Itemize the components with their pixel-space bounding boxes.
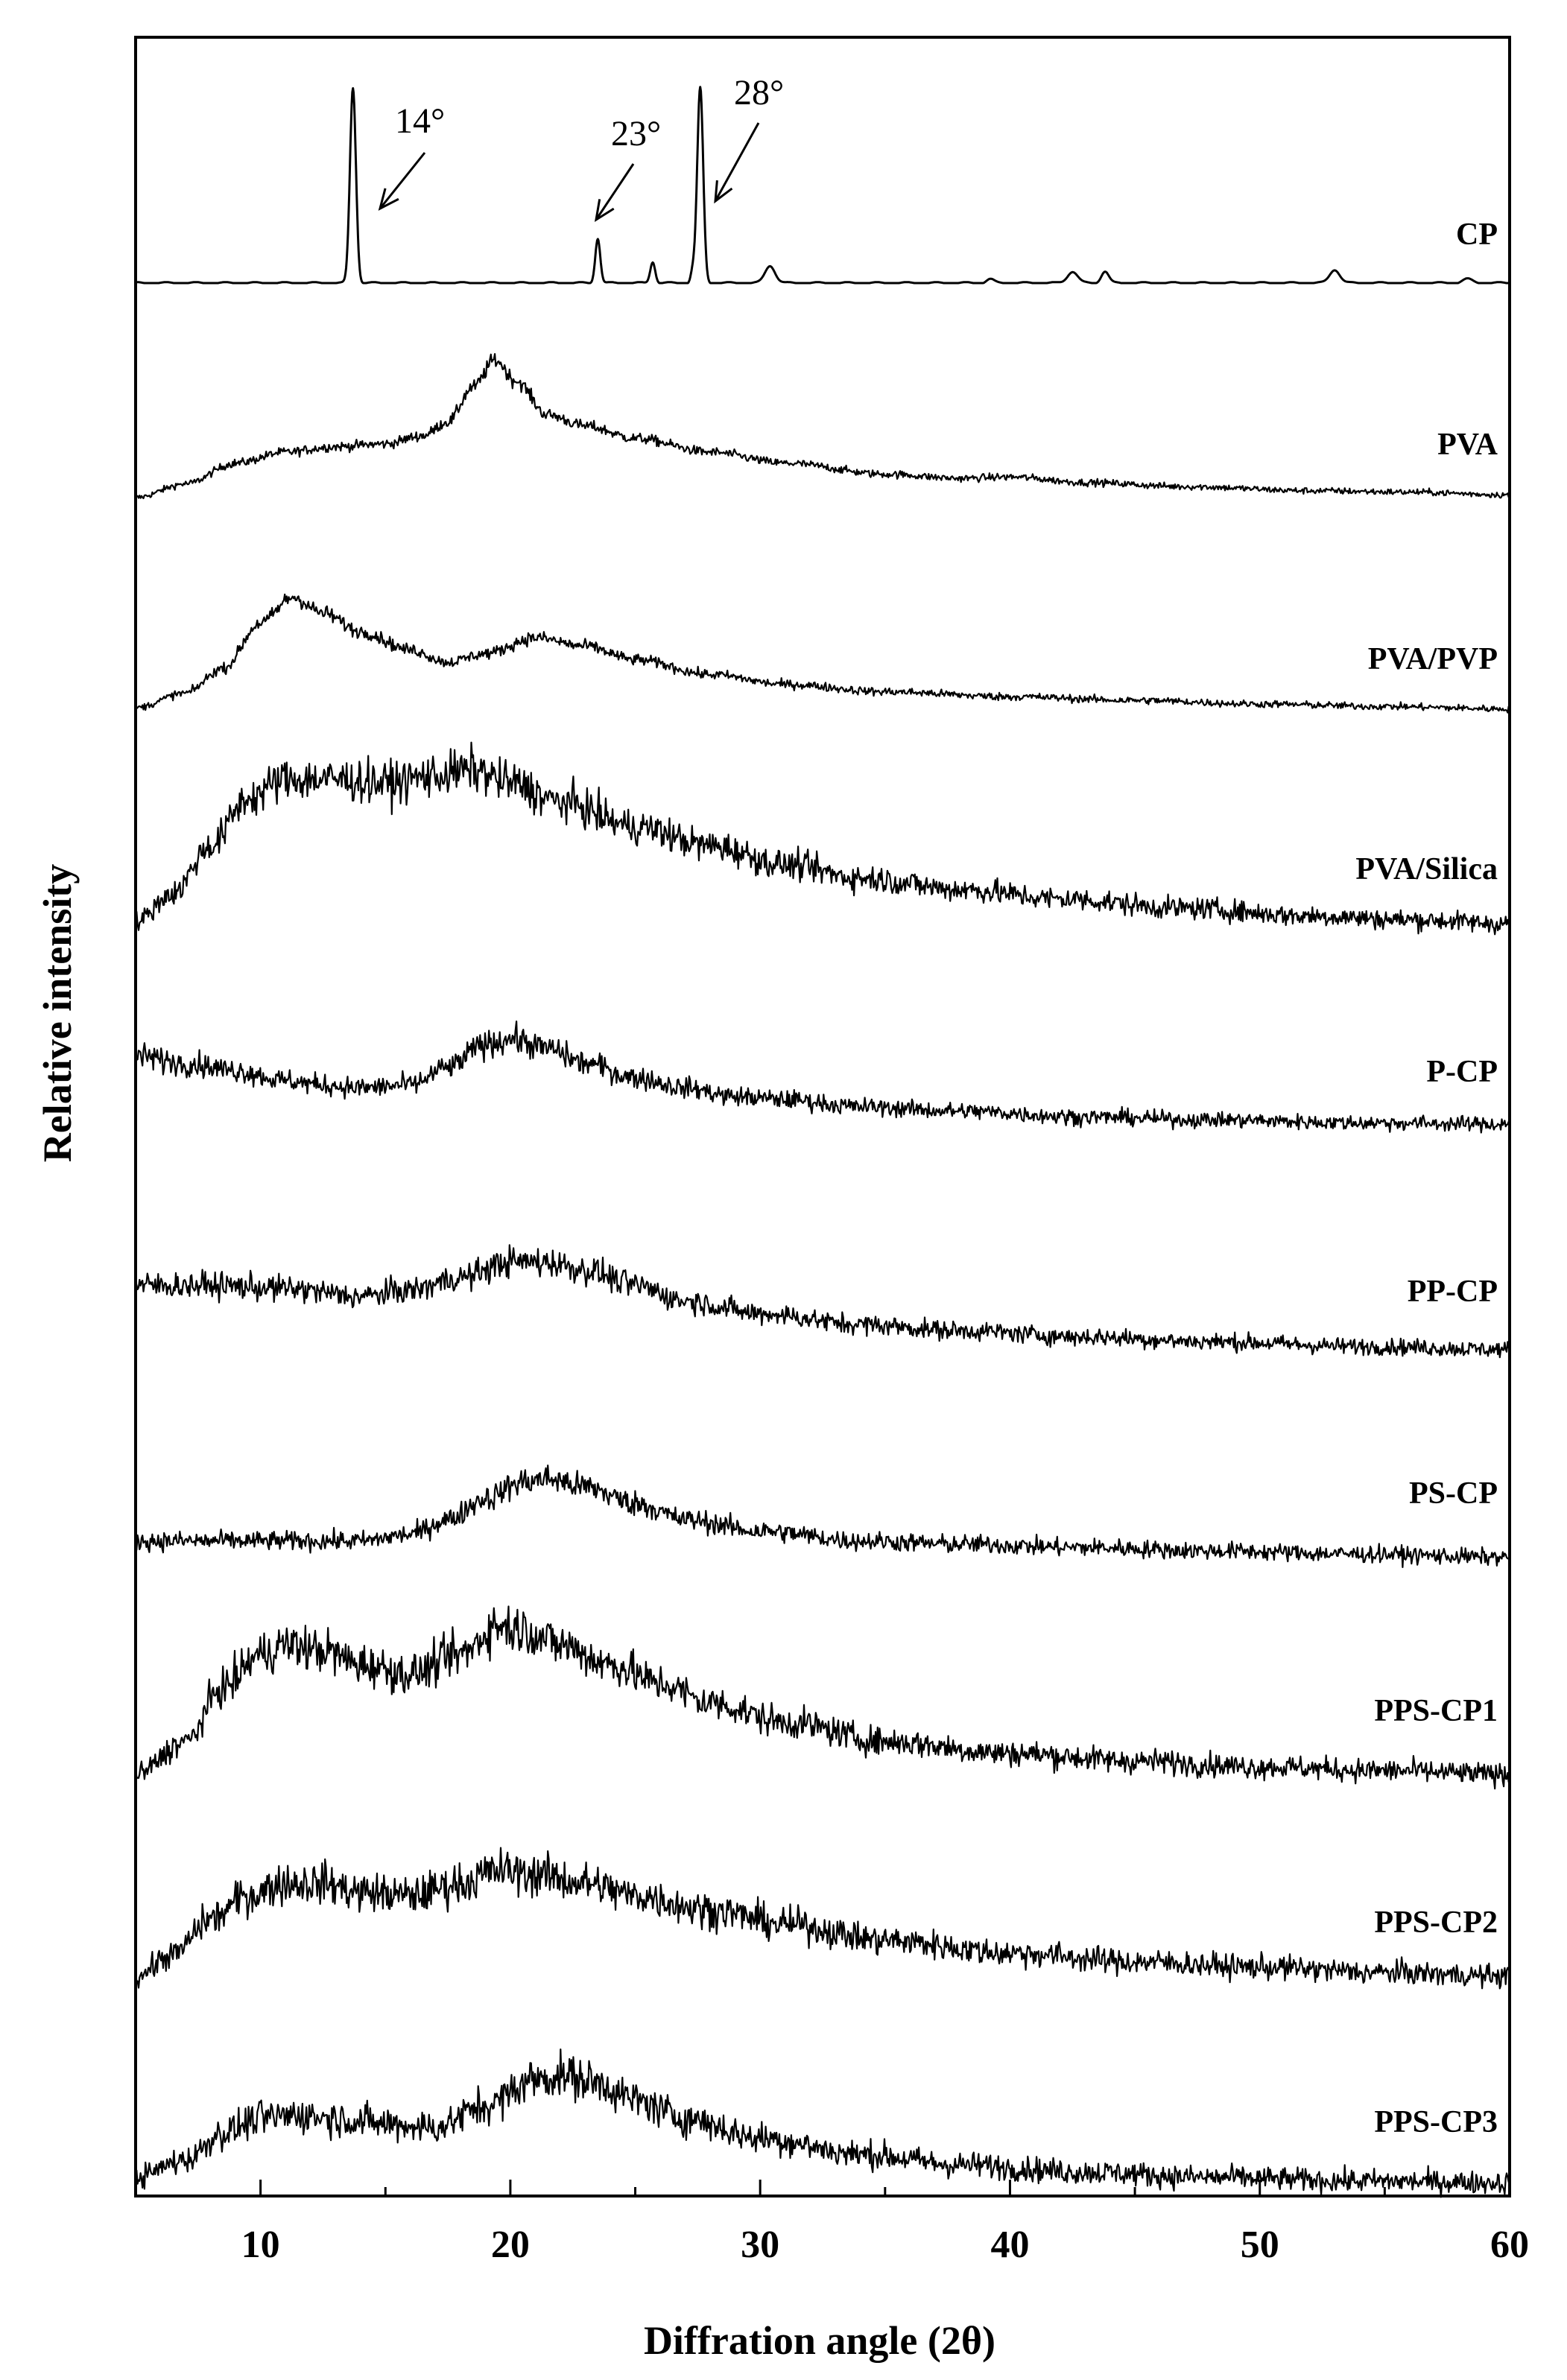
series-line-pps-cp2 xyxy=(134,1847,1511,1990)
series-label-pps-cp2: PPS-CP2 xyxy=(1374,1905,1498,1940)
series-label-pva-pvp: PVA/PVP xyxy=(1368,642,1498,676)
peak-arrow-head xyxy=(594,199,615,223)
x-axis-title: Diffration angle (2θ) xyxy=(644,2318,995,2363)
series-group xyxy=(134,86,1511,2198)
series-line-pp-cp xyxy=(134,1244,1510,1359)
x-tick-label: 30 xyxy=(741,2224,779,2266)
peak-arrow-shaft xyxy=(379,152,426,209)
x-tick-label: 50 xyxy=(1241,2224,1279,2266)
x-tick-label: 20 xyxy=(491,2224,530,2266)
plot-frame xyxy=(134,36,1511,2197)
peak-arrow-head xyxy=(378,188,399,211)
series-label-pva-silica: PVA/Silica xyxy=(1355,852,1498,886)
y-axis-title: Relative intensity xyxy=(35,864,80,1162)
peak-annotation-14: 14° xyxy=(395,101,445,141)
annotation-group: 14° 23° 28° xyxy=(378,73,784,223)
series-line-cp xyxy=(135,86,1510,285)
series-line-pva-pvp xyxy=(135,593,1511,714)
series-label-ps-cp: PS-CP xyxy=(1409,1476,1498,1511)
axis-group: 10 20 30 40 50 60 Diffration angle (2θ) Relativ… xyxy=(35,864,1529,2363)
peak-annotation-28: 28° xyxy=(734,73,784,112)
series-label-pps-cp3: PPS-CP3 xyxy=(1374,2105,1498,2139)
x-tick-label: 40 xyxy=(990,2224,1029,2266)
series-label-pva: PVA xyxy=(1437,428,1498,462)
series-line-p-cp xyxy=(134,1021,1511,1134)
peak-arrow-shaft xyxy=(595,163,635,220)
plot-area xyxy=(134,36,1511,2197)
series-line-pva-silica xyxy=(134,741,1511,936)
series-label-pp-cp: PP-CP xyxy=(1408,1275,1498,1309)
peak-arrow-head xyxy=(714,180,733,204)
series-line-pps-cp3 xyxy=(134,2049,1511,2198)
series-label-pps-cp1: PPS-CP1 xyxy=(1374,1694,1498,1728)
x-tick-label: 10 xyxy=(241,2224,280,2266)
series-label-group: CP PVA PVA/PVP PVA/Silica P-CP PP-CP PS-CP PPS-… xyxy=(1355,218,1498,2139)
series-line-pps-cp1 xyxy=(134,1605,1511,1790)
series-line-ps-cp xyxy=(134,1465,1511,1568)
peak-arrow-shaft xyxy=(714,122,760,202)
peak-annotation-23: 23° xyxy=(611,114,661,153)
x-tick-label: 60 xyxy=(1490,2224,1529,2266)
series-label-cp: CP xyxy=(1456,218,1498,252)
series-label-p-cp: P-CP xyxy=(1426,1055,1498,1089)
series-line-pva xyxy=(135,353,1511,500)
